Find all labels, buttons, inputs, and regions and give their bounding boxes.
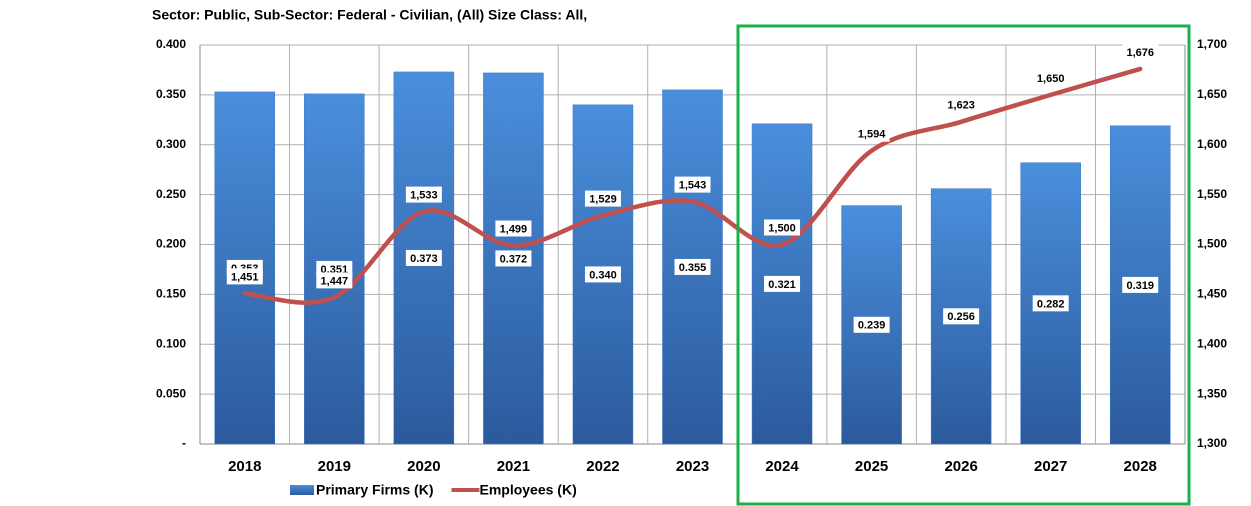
data-label-bg xyxy=(316,272,353,289)
data-label-group: 0.256 xyxy=(943,308,980,325)
y2-tick-label: 1,700 xyxy=(1197,37,1227,51)
data-label-bg xyxy=(584,190,621,207)
data-label-group: 1,529 xyxy=(584,190,621,207)
data-label: 1,451 xyxy=(231,271,259,283)
data-label-bg xyxy=(405,249,442,266)
data-label: 0.372 xyxy=(500,253,528,265)
y2-tick-label: 1,350 xyxy=(1197,386,1227,400)
x-tick-label: 2028 xyxy=(1124,458,1157,475)
data-label-bg xyxy=(943,308,980,325)
data-label-bg xyxy=(495,220,532,237)
x-tick-label: 2026 xyxy=(944,458,977,475)
data-label: 0.355 xyxy=(679,262,707,274)
y2-tick-label: 1,450 xyxy=(1197,287,1227,301)
y-tick-label: 0.100 xyxy=(156,336,186,350)
data-label-group: 1,500 xyxy=(764,219,801,236)
legend-label: Employees (K) xyxy=(479,482,576,498)
y-tick-label: 0.050 xyxy=(156,386,186,400)
data-label-group: 0.239 xyxy=(853,316,890,333)
data-label: 0.256 xyxy=(947,311,975,323)
y-tick-label: 0.350 xyxy=(156,87,186,101)
data-label: 0.239 xyxy=(858,320,886,332)
data-label: 1,594 xyxy=(858,129,886,141)
data-label: 0.373 xyxy=(410,253,438,265)
data-label-bg xyxy=(853,125,890,142)
data-label-group: 1,451 xyxy=(226,268,263,285)
data-label-bg xyxy=(1032,69,1069,86)
y2-tick-label: 1,550 xyxy=(1197,187,1227,201)
data-label-bg xyxy=(584,266,621,283)
data-label-bg xyxy=(943,96,980,113)
data-label-group: 1,594 xyxy=(853,125,890,142)
data-label-group: 1,543 xyxy=(674,176,711,193)
y-tick-label: 0.400 xyxy=(156,37,186,51)
data-label-bg xyxy=(226,268,263,285)
y-tick-label: - xyxy=(182,436,186,450)
data-label-group: 0.355 xyxy=(674,258,711,275)
x-tick-label: 2018 xyxy=(228,458,261,475)
data-label: 1,529 xyxy=(589,193,617,205)
y-tick-label: 0.250 xyxy=(156,187,186,201)
data-label: 1,499 xyxy=(500,223,528,235)
data-label-bg xyxy=(1122,43,1159,60)
data-label: 1,500 xyxy=(768,222,796,234)
x-tick-label: 2023 xyxy=(676,458,709,475)
x-tick-label: 2020 xyxy=(407,458,440,475)
data-label-group: 0.340 xyxy=(584,266,621,283)
data-label: 1,623 xyxy=(947,100,975,112)
data-label: 0.340 xyxy=(589,269,617,281)
data-label: 1,533 xyxy=(410,189,438,201)
y-tick-label: 0.200 xyxy=(156,237,186,251)
x-tick-label: 2024 xyxy=(765,458,799,475)
data-label-bg xyxy=(764,219,801,236)
data-label-group: 1,623 xyxy=(943,96,980,113)
y2-tick-label: 1,300 xyxy=(1197,436,1227,450)
line xyxy=(242,66,1143,305)
x-tick-label: 2027 xyxy=(1034,458,1067,475)
legend-swatch xyxy=(290,485,314,495)
data-label-bg xyxy=(853,316,890,333)
data-label: 1,650 xyxy=(1037,73,1065,85)
data-label-group: 0.321 xyxy=(764,275,801,292)
data-label-group: 0.373 xyxy=(405,249,442,266)
data-label-bg xyxy=(764,275,801,292)
highlight-box xyxy=(736,24,1191,506)
chart-title: Sector: Public, Sub-Sector: Federal - Ci… xyxy=(152,7,587,23)
data-label: 0.319 xyxy=(1126,280,1154,292)
data-label-bg xyxy=(495,250,532,267)
data-label-bg xyxy=(1122,276,1159,293)
y-tick-label: 0.300 xyxy=(156,137,186,151)
data-label-bg xyxy=(674,176,711,193)
data-label: 0.321 xyxy=(768,279,796,291)
x-tick-label: 2021 xyxy=(497,458,530,475)
x-tick-label: 2025 xyxy=(855,458,888,475)
data-label-group: 0.372 xyxy=(495,250,532,267)
y2-tick-label: 1,600 xyxy=(1197,137,1227,151)
bar xyxy=(304,93,365,445)
data-label: 1,676 xyxy=(1126,47,1154,59)
data-label-bg xyxy=(674,258,711,275)
y2-tick-label: 1,500 xyxy=(1197,237,1227,251)
data-label-group: 1,676 xyxy=(1122,43,1159,60)
data-label-group: 1,650 xyxy=(1032,69,1069,86)
data-label-group: 1,499 xyxy=(495,220,532,237)
data-label-group: 1,533 xyxy=(405,186,442,203)
y-tick-label: 0.150 xyxy=(156,287,186,301)
data-label-group: 0.319 xyxy=(1122,276,1159,293)
data-label-group: 1,447 xyxy=(316,272,353,289)
data-label-group: 0.282 xyxy=(1032,295,1069,312)
legend-label: Primary Firms (K) xyxy=(316,482,433,498)
y2-tick-label: 1,400 xyxy=(1197,336,1227,350)
x-tick-label: 2022 xyxy=(586,458,619,475)
data-label: 1,447 xyxy=(321,275,349,287)
y2-tick-label: 1,650 xyxy=(1197,87,1227,101)
x-tick-label: 2019 xyxy=(318,458,351,475)
data-label: 1,543 xyxy=(679,180,707,192)
data-label: 0.282 xyxy=(1037,298,1065,310)
data-label-bg xyxy=(1032,295,1069,312)
data-label-bg xyxy=(405,186,442,203)
